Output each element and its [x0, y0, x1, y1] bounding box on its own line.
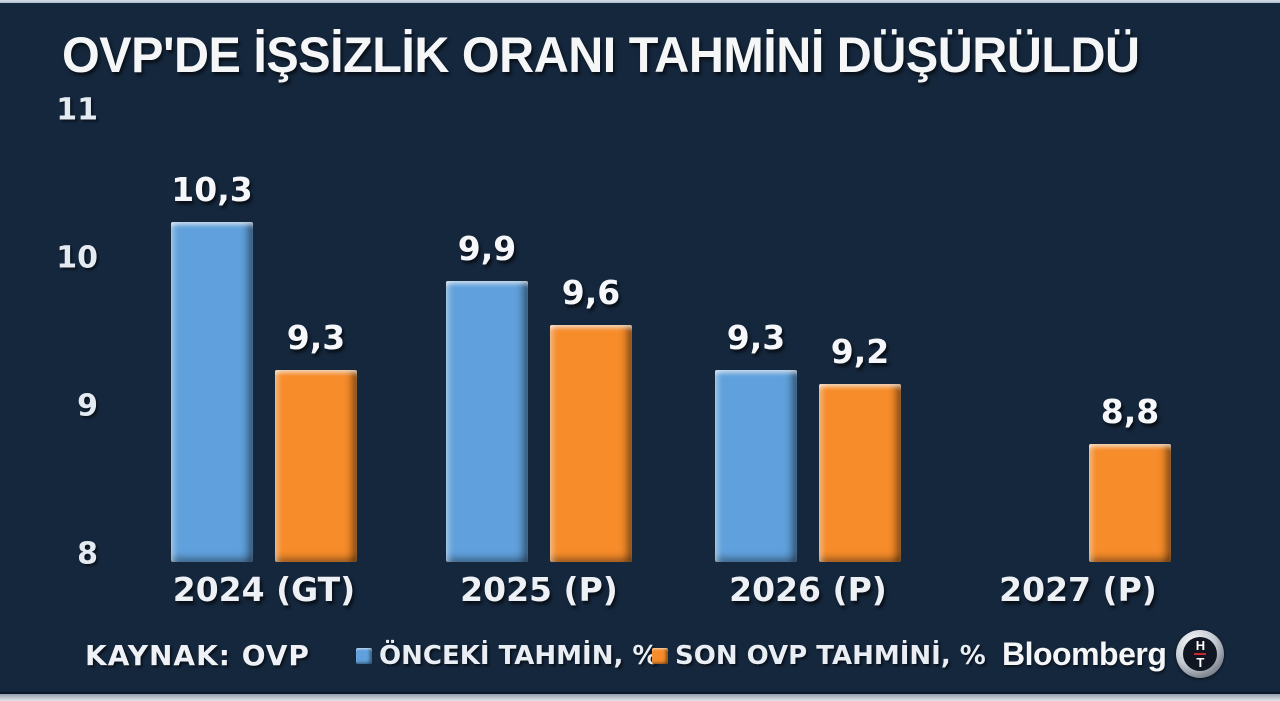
- bar-value-label-latest-2025: 9,6: [561, 273, 621, 313]
- y-axis-tick-9: 9: [77, 388, 98, 424]
- haberturk-logo-icon: H T: [1176, 630, 1225, 678]
- chart-title: OVP'DE İŞSİZLİK ORANI TAHMİNİ DÜŞÜRÜLDÜ: [62, 27, 1140, 83]
- legend-item-latest-forecast: SON OVP TAHMİNİ, %: [652, 638, 986, 674]
- legend-label-previous-forecast: ÖNCEKİ TAHMİN, %: [379, 641, 659, 671]
- source-label: KAYNAK: OVP: [85, 639, 310, 672]
- y-axis-tick-11: 11: [56, 92, 98, 128]
- y-axis-tick-8: 8: [77, 536, 98, 572]
- y-axis-tick-10: 10: [56, 240, 98, 276]
- frame-edge-bottom: [0, 692, 1280, 701]
- bar-value-label-latest-2026: 9,2: [830, 332, 890, 372]
- bar-value-label-previous-2025: 9,9: [457, 228, 517, 268]
- category-label-2027: 2027 (P): [999, 570, 1157, 609]
- legend-label-latest-forecast: SON OVP TAHMİNİ, %: [675, 641, 986, 671]
- bar-previous-2024: [171, 221, 253, 562]
- bar-value-label-previous-2024: 10,3: [171, 169, 253, 209]
- category-label-2026: 2026 (P): [729, 570, 887, 609]
- legend-swatch-blue-icon: [356, 648, 372, 664]
- bar-value-label-latest-2027: 8,8: [1100, 391, 1160, 431]
- bar-value-label-previous-2026: 9,3: [726, 317, 786, 357]
- bar-latest-2027: [1089, 443, 1171, 562]
- category-label-2025: 2025 (P): [460, 570, 618, 609]
- haberturk-logo-monogram: H T: [1183, 637, 1218, 671]
- bar-value-label-latest-2024: 9,3: [286, 317, 346, 357]
- bar-previous-2026: [715, 369, 797, 562]
- bar-latest-2026: [819, 384, 901, 562]
- bar-latest-2025: [550, 325, 632, 562]
- frame-edge-top: [0, 0, 1280, 3]
- legend-swatch-orange-icon: [652, 648, 668, 664]
- logo-letter-h: H: [1195, 638, 1206, 653]
- bar-latest-2024: [275, 369, 357, 562]
- bloomberg-wordmark: Bloomberg: [1002, 635, 1167, 672]
- logo-letter-t: T: [1196, 655, 1205, 670]
- legend-item-previous-forecast: ÖNCEKİ TAHMİN, %: [356, 638, 658, 674]
- bar-previous-2025: [446, 280, 528, 562]
- category-label-2024: 2024 (GT): [172, 570, 356, 609]
- logo-red-bar: [1194, 653, 1207, 655]
- brand-block: Bloomberg H T: [1002, 628, 1225, 680]
